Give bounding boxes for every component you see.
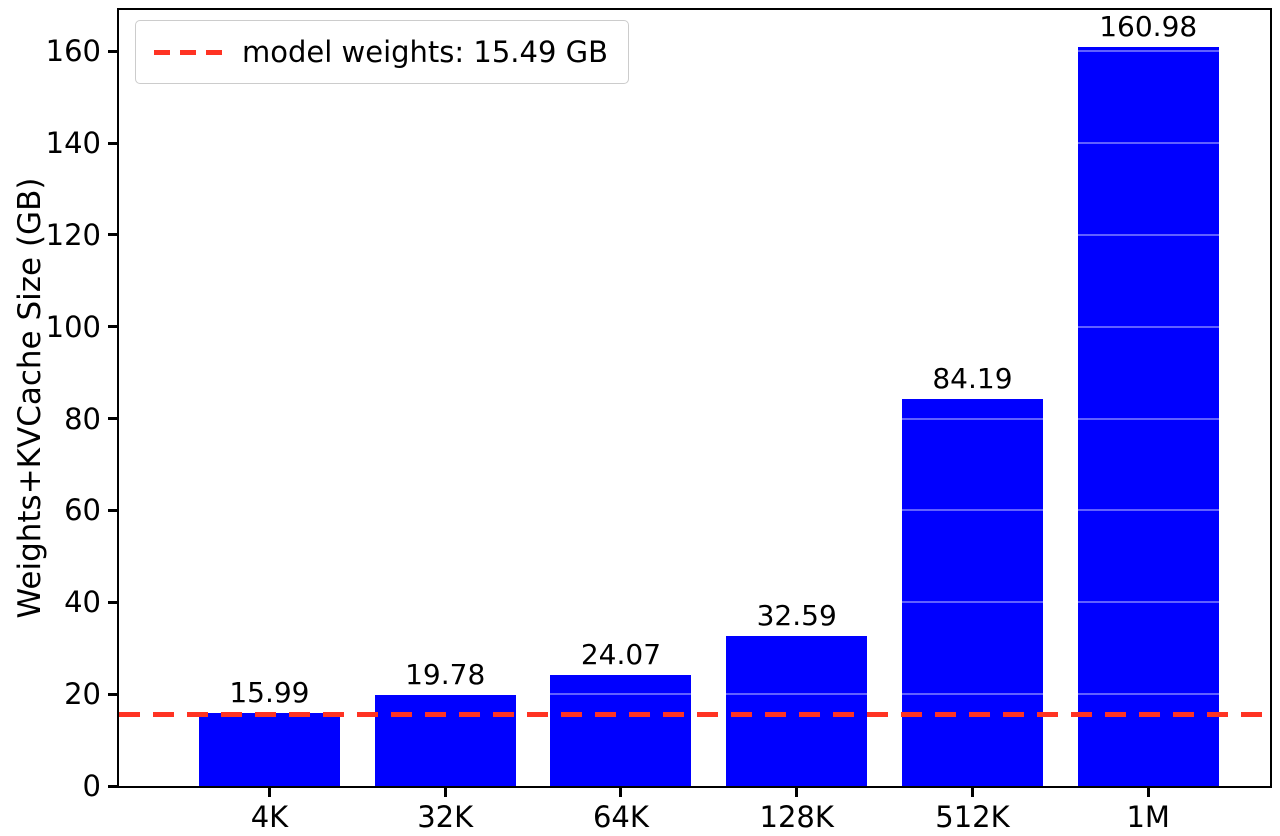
y-tick-mark-140 — [108, 141, 117, 145]
y-tick-label-0: 0 — [82, 769, 101, 803]
gridline-80 — [119, 417, 1270, 420]
y-tick-label-60: 60 — [64, 493, 101, 528]
gridline-20 — [119, 693, 1270, 696]
y-tick-label-40: 40 — [64, 585, 101, 620]
x-tick-label-128K: 128K — [759, 800, 834, 834]
plot-area: model weights: 15.49 GB 15.99 19.78 24.07 3… — [117, 8, 1272, 788]
reference-dashed-line — [119, 712, 1270, 718]
bar-64K — [550, 675, 692, 786]
bar-value-label-128K: 32.59 — [756, 599, 837, 633]
y-tick-mark-80 — [108, 417, 117, 421]
legend-label: model weights: 15.49 GB — [242, 35, 608, 69]
x-tick-mark-4K — [267, 788, 271, 797]
x-tick-label-4K: 4K — [250, 800, 289, 834]
x-tick-mark-128K — [795, 788, 799, 797]
bar-value-label-1M: 160.98 — [1099, 9, 1198, 43]
x-tick-label-32K: 32K — [417, 800, 474, 834]
x-tick-label-64K: 64K — [592, 800, 649, 834]
bar-32K — [374, 695, 516, 786]
x-tick-label-1M: 1M — [1126, 800, 1170, 834]
y-tick-mark-40 — [108, 600, 117, 604]
y-tick-label-160: 160 — [45, 34, 101, 69]
y-tick-label-100: 100 — [45, 309, 101, 344]
y-tick-label-140: 140 — [45, 126, 101, 161]
bar-512K — [901, 399, 1043, 786]
gridline-140 — [119, 142, 1270, 145]
y-tick-mark-20 — [108, 692, 117, 696]
x-tick-mark-512K — [970, 788, 974, 797]
y-tick-mark-100 — [108, 325, 117, 329]
gridline-60 — [119, 509, 1270, 512]
x-tick-mark-64K — [619, 788, 623, 797]
bar-4K — [198, 712, 340, 786]
y-tick-mark-120 — [108, 233, 117, 237]
bar-value-label-32K: 19.78 — [405, 658, 486, 692]
y-tick-label-120: 120 — [45, 217, 101, 252]
legend: model weights: 15.49 GB — [135, 20, 629, 84]
bar-value-label-512K: 84.19 — [932, 362, 1013, 396]
gridline-160 — [119, 50, 1270, 53]
gridline-100 — [119, 325, 1270, 328]
bar-128K — [726, 636, 868, 786]
gridline-40 — [119, 601, 1270, 604]
gridline-120 — [119, 233, 1270, 236]
y-tick-label-80: 80 — [64, 401, 101, 436]
bar-value-label-4K: 15.99 — [229, 675, 310, 709]
bar-value-label-64K: 24.07 — [580, 638, 662, 672]
x-tick-mark-32K — [443, 788, 447, 797]
x-tick-mark-1M — [1146, 788, 1150, 797]
bar-1M — [1077, 46, 1219, 786]
y-tick-mark-160 — [108, 49, 117, 53]
y-tick-mark-60 — [108, 508, 117, 512]
x-tick-label-512K: 512K — [935, 800, 1010, 834]
y-tick-mark-0 — [108, 784, 117, 788]
legend-dashed-line-sample — [154, 49, 222, 55]
y-tick-label-20: 20 — [64, 677, 101, 712]
